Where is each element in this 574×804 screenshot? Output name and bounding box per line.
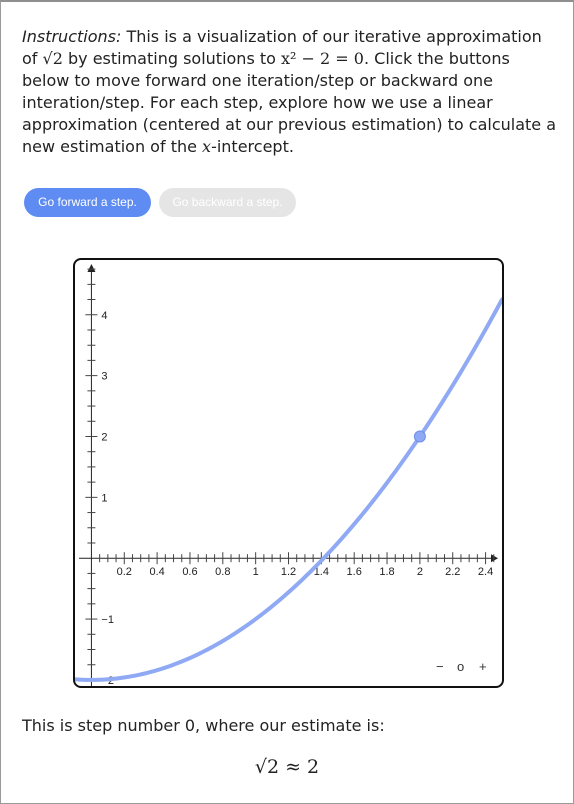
x-tick-label: 1.8 (379, 566, 394, 578)
y-tick-label: 3 (101, 371, 107, 383)
graph-panel[interactable]: 0.2 0.4 0.6 0.8 1 1.2 1.4 1.6 1.8 2 2.2 2.4 −2 −1 1 2 3 4… (73, 258, 504, 688)
x-tick-label: 1.6 (347, 566, 362, 578)
zoom-reset-button[interactable]: o (457, 659, 465, 674)
y-tick-label: 4 (101, 310, 107, 322)
instructions-text-3: . Click the buttons below to move forwar… (22, 49, 557, 156)
instructions-paragraph: Instructions: This is a visualization of… (22, 26, 557, 158)
axes (79, 264, 498, 686)
equation-math: x² − 2 = 0 (281, 49, 364, 68)
x-tick-label: 1 (253, 566, 259, 578)
zoom-in-button[interactable]: + (479, 659, 487, 674)
x-tick-label: 2 (417, 566, 423, 578)
y-tick-label: 1 (101, 492, 107, 504)
tick-marks (85, 268, 495, 681)
x-tick-label: 0.2 (117, 566, 132, 578)
estimate-formula: √2 ≈ 2 (254, 756, 320, 778)
instructions-text-4: -intercept. (211, 137, 294, 156)
estimate-point (413, 430, 426, 443)
x-tick-label: 2.4 (478, 566, 493, 578)
sqrt2-math: √2 (42, 49, 63, 68)
x-tick-label: 1.4 (314, 566, 329, 578)
x-variable-math: x (202, 137, 212, 156)
y-tick-label: −1 (101, 614, 114, 626)
backward-step-button[interactable]: Go backward a step. (159, 188, 296, 217)
x-tick-label: 0.6 (182, 566, 197, 578)
x-tick-label: 0.4 (149, 566, 164, 578)
zoom-out-button[interactable]: − (436, 659, 444, 674)
x-tick-label: 1.2 (281, 566, 296, 578)
forward-step-button[interactable]: Go forward a step. (24, 188, 151, 217)
x-axis-arrow (491, 554, 498, 563)
x-tick-label: 0.8 (215, 566, 230, 578)
y-axis-arrow (87, 264, 96, 272)
x-tick-label: 2.2 (445, 566, 460, 578)
y-tick-label: 2 (101, 431, 107, 443)
function-curve (75, 297, 502, 682)
instructions-text-2: by estimating solutions to (62, 49, 282, 68)
estimate-points (413, 430, 426, 443)
instructions-lead: Instructions: (22, 27, 122, 46)
instructions-text-1: This is a visualization of our iterative… (22, 27, 542, 68)
step-status-text: This is step number 0, where our estimat… (22, 716, 385, 735)
